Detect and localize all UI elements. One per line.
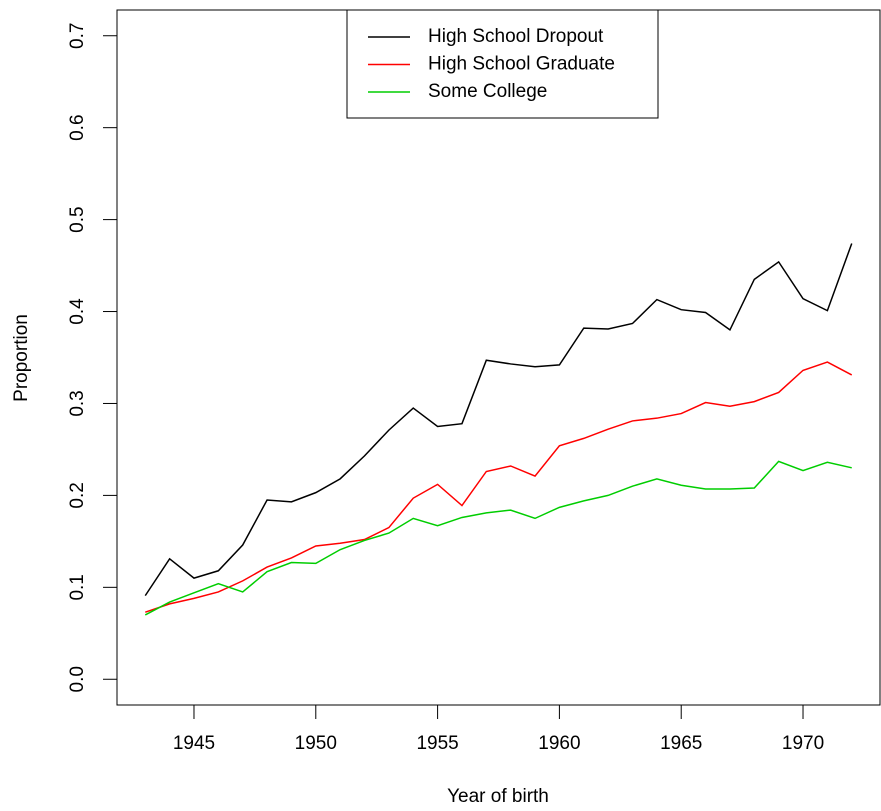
series-line [144, 460, 852, 616]
legend-label: High School Dropout [428, 26, 604, 47]
y-tick-label: 0.0 [67, 666, 88, 692]
x-tick-label: 1955 [416, 733, 458, 754]
y-tick-label: 0.2 [67, 482, 88, 508]
legend-label: High School Graduate [428, 54, 615, 75]
y-tick-label: 0.1 [67, 574, 88, 600]
y-tick-label: 0.6 [67, 114, 88, 140]
x-tick-label: 1960 [538, 733, 580, 754]
y-tick-label: 0.5 [67, 206, 88, 232]
series-line [145, 361, 853, 613]
y-tick-label: 0.4 [67, 298, 88, 325]
y-axis-label: Proportion [11, 314, 32, 402]
y-tick-label: 0.3 [67, 390, 88, 416]
x-tick-label: 1965 [660, 733, 702, 754]
x-axis-label: Year of birth [447, 786, 549, 807]
series-line [144, 243, 853, 597]
x-tick-label: 1950 [295, 733, 337, 754]
y-tick-label: 0.7 [67, 23, 88, 49]
x-tick-label: 1945 [173, 733, 215, 754]
x-tick-label: 1970 [782, 733, 824, 754]
legend-label: Some College [428, 81, 547, 102]
